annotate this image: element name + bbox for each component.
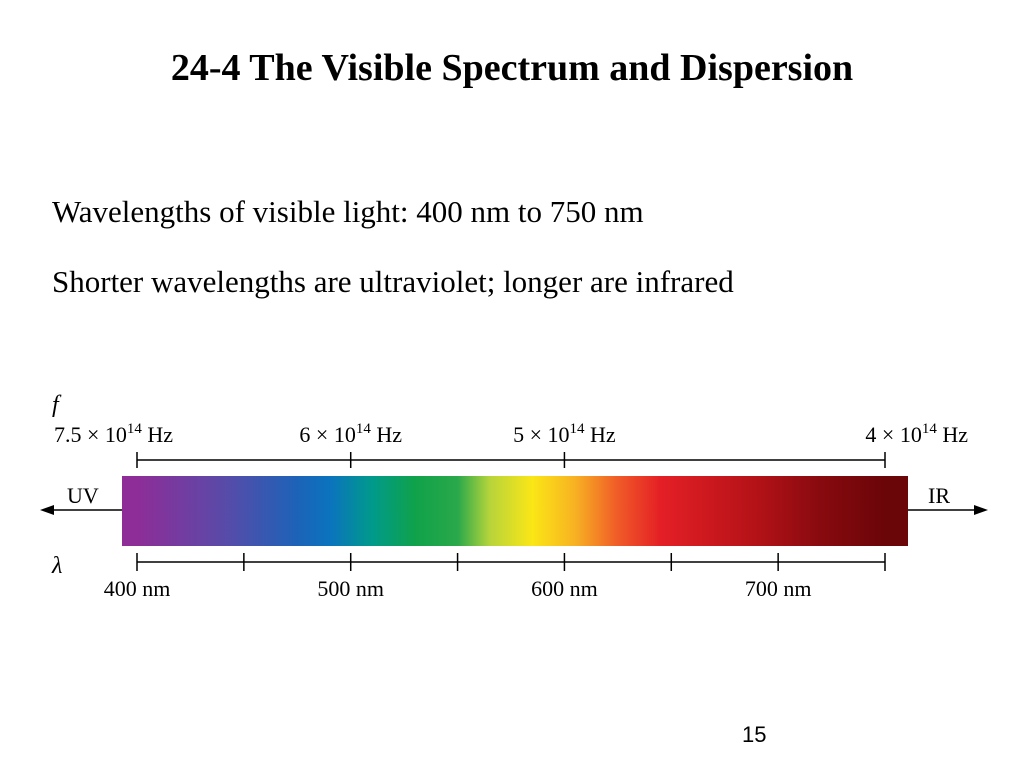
bullet-wavelength-range: Wavelengths of visible light: 400 nm to … [52, 194, 644, 229]
frequency-axis: 7.5 × 1014 Hz 6 × 1014 Hz 5 × 1014 Hz 4 × 1… [54, 421, 968, 468]
wavelength-tick-label: 700 nm [745, 576, 812, 601]
frequency-symbol: f [52, 392, 62, 418]
wavelength-tick-label: 500 nm [317, 576, 384, 601]
wavelength-tick-label: 400 nm [104, 576, 171, 601]
bullet-uv-ir: Shorter wavelengths are ultraviolet; lon… [52, 264, 734, 299]
wavelength-axis: 400 nm 500 nm 600 nm 700 nm [104, 553, 886, 601]
frequency-tick-label: 6 × 1014 Hz [299, 421, 402, 447]
uv-label: UV [67, 483, 99, 508]
uv-arrow [40, 505, 122, 515]
ir-arrow [908, 505, 988, 515]
frequency-tick-label: 4 × 1014 Hz [865, 421, 968, 447]
slide-title: 24-4 The Visible Spectrum and Dispersion [170, 47, 854, 89]
wavelength-tick-label: 600 nm [531, 576, 598, 601]
slide-number: 15 [742, 722, 767, 747]
ir-label: IR [928, 483, 950, 508]
spectrum-diagram: 7.5 × 1014 Hz 6 × 1014 Hz 5 × 1014 Hz 4 × 1… [40, 392, 988, 601]
frequency-tick-label: 7.5 × 1014 Hz [54, 421, 173, 447]
spectrum-bar [122, 476, 908, 546]
frequency-tick-label: 5 × 1014 Hz [513, 421, 616, 447]
wavelength-symbol: λ [51, 553, 62, 579]
